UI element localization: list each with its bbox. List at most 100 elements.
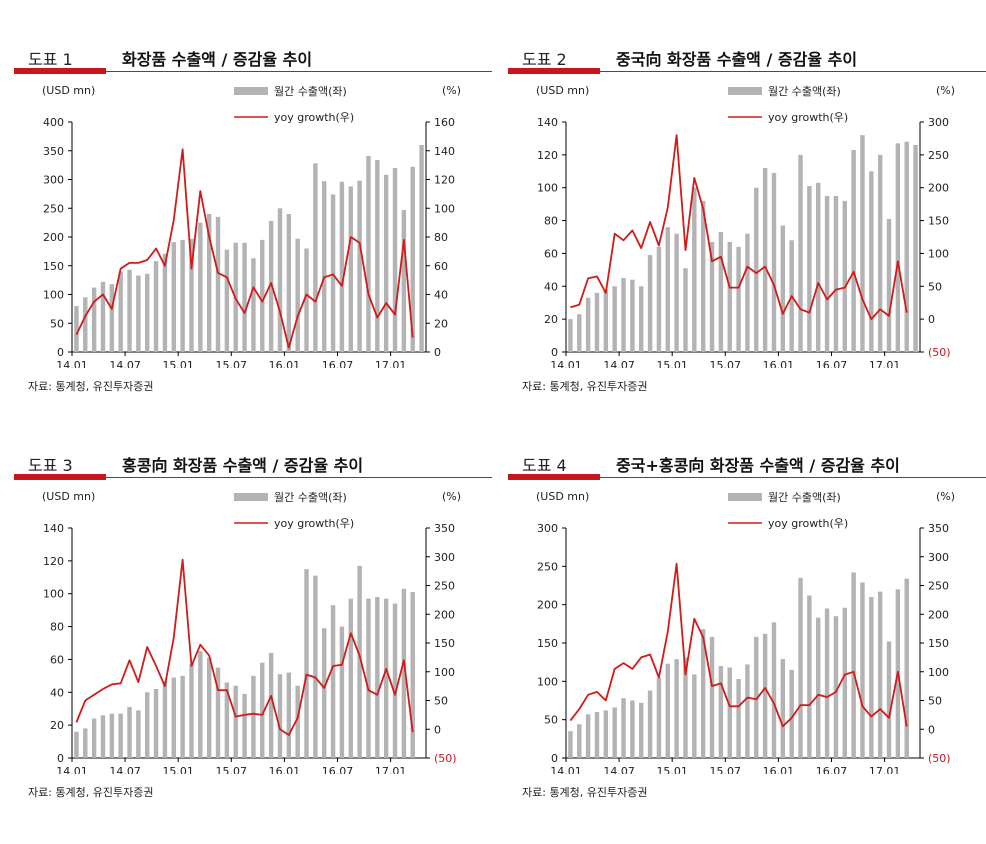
right-axis-unit: (%) bbox=[936, 84, 955, 97]
right-tick-label: 150 bbox=[434, 637, 455, 650]
x-tick-label: 14.01 bbox=[56, 765, 88, 774]
export-bar bbox=[375, 597, 380, 758]
left-tick-label: 140 bbox=[537, 116, 558, 129]
chart-panel-4: 도표 4 중국+홍콩向 화장품 수출액 / 증감율 추이 (USD mn) (%) 월간… bbox=[508, 444, 986, 844]
right-tick-label: 150 bbox=[928, 637, 949, 650]
export-bar bbox=[100, 715, 106, 758]
figure-number: 도표 3 bbox=[28, 456, 73, 475]
export-bar bbox=[639, 286, 644, 352]
figure-number: 도표 4 bbox=[522, 456, 567, 475]
x-tick-label: 16.07 bbox=[322, 359, 354, 368]
right-tick-label: (50) bbox=[928, 346, 951, 359]
export-bar bbox=[295, 238, 300, 352]
export-bar bbox=[736, 246, 741, 352]
left-tick-label: 250 bbox=[537, 560, 558, 573]
export-bar bbox=[136, 275, 141, 352]
left-tick-label: 250 bbox=[43, 202, 64, 215]
left-tick-label: 20 bbox=[50, 719, 64, 732]
right-tick-label: 300 bbox=[928, 116, 949, 129]
x-tick-label: 16.07 bbox=[322, 765, 354, 774]
export-bar bbox=[780, 225, 786, 352]
x-tick-label: 15.01 bbox=[162, 765, 194, 774]
figure-title: 홍콩向 화장품 수출액 / 증감율 추이 bbox=[122, 456, 364, 475]
left-tick-label: 0 bbox=[57, 752, 64, 765]
right-tick-label: 140 bbox=[434, 145, 455, 158]
left-tick-label: 20 bbox=[544, 313, 558, 326]
export-bar bbox=[171, 677, 176, 758]
export-bar bbox=[189, 664, 194, 758]
source-note: 자료: 통계청, 유진투자증권 bbox=[28, 380, 154, 393]
x-tick-label: 15.01 bbox=[656, 359, 688, 368]
x-tick-label: 16.07 bbox=[816, 359, 848, 368]
header-accent-bar bbox=[14, 68, 106, 74]
export-bar bbox=[392, 603, 398, 758]
left-tick-label: 100 bbox=[537, 182, 558, 195]
export-bar bbox=[727, 241, 732, 352]
left-tick-label: 350 bbox=[43, 145, 64, 158]
export-bar bbox=[180, 239, 185, 352]
export-bar bbox=[242, 693, 247, 758]
export-bar bbox=[877, 154, 883, 352]
export-bar bbox=[206, 657, 212, 758]
export-bar bbox=[807, 595, 812, 758]
export-bar bbox=[568, 731, 573, 758]
export-bar bbox=[304, 248, 309, 352]
export-bar bbox=[789, 669, 794, 758]
right-tick-label: 200 bbox=[928, 608, 949, 621]
legend-line-label: yoy growth(우) bbox=[768, 111, 848, 124]
export-bar bbox=[348, 598, 353, 758]
export-bar bbox=[127, 269, 132, 352]
left-tick-label: 50 bbox=[544, 714, 558, 727]
left-tick-label: 0 bbox=[57, 346, 64, 359]
left-tick-label: 150 bbox=[537, 637, 558, 650]
export-bar bbox=[860, 135, 865, 352]
export-bar bbox=[198, 651, 203, 758]
export-bar bbox=[718, 666, 724, 758]
figure-header: 도표 1 화장품 수출액 / 증감율 추이 bbox=[14, 38, 492, 74]
x-tick-label: 16.01 bbox=[763, 359, 795, 368]
x-tick-label: 14.01 bbox=[56, 359, 88, 368]
export-bar bbox=[568, 319, 573, 352]
export-bar bbox=[206, 214, 212, 352]
export-bar bbox=[268, 652, 274, 758]
export-bar bbox=[754, 187, 759, 352]
export-bar bbox=[594, 712, 600, 758]
right-tick-label: 150 bbox=[928, 215, 949, 228]
right-tick-label: 120 bbox=[434, 174, 455, 187]
left-tick-label: 60 bbox=[50, 653, 64, 666]
export-bar bbox=[198, 222, 203, 352]
export-bar bbox=[127, 707, 132, 758]
export-bar bbox=[215, 216, 221, 352]
figure-number: 도표 1 bbox=[28, 50, 73, 69]
left-tick-label: 300 bbox=[537, 522, 558, 535]
right-tick-label: 100 bbox=[928, 247, 949, 260]
x-tick-label: 14.01 bbox=[550, 765, 582, 774]
right-tick-label: 0 bbox=[928, 313, 935, 326]
right-tick-label: 100 bbox=[928, 666, 949, 679]
export-bar bbox=[904, 578, 909, 758]
export-bar bbox=[268, 220, 274, 352]
legend-bar-label: 월간 수출액(좌) bbox=[768, 491, 841, 504]
export-bar bbox=[665, 663, 670, 758]
export-bar bbox=[798, 154, 803, 352]
export-bar bbox=[136, 710, 141, 758]
export-bar bbox=[162, 253, 168, 352]
export-bar bbox=[109, 284, 115, 352]
right-axis-unit: (%) bbox=[442, 84, 461, 97]
export-bar bbox=[709, 241, 715, 352]
export-bar bbox=[74, 306, 79, 352]
left-tick-label: 50 bbox=[50, 317, 64, 330]
export-bar bbox=[762, 168, 768, 352]
figure-number: 도표 2 bbox=[522, 50, 567, 69]
right-tick-label: 350 bbox=[928, 522, 949, 535]
header-rule bbox=[600, 477, 986, 478]
export-bar bbox=[383, 174, 389, 352]
export-bar bbox=[313, 575, 318, 758]
left-tick-label: 120 bbox=[537, 149, 558, 162]
export-bar bbox=[780, 659, 786, 758]
left-axis-unit: (USD mn) bbox=[536, 490, 589, 503]
left-tick-label: 80 bbox=[544, 215, 558, 228]
export-bar bbox=[700, 200, 706, 352]
export-bar bbox=[118, 271, 123, 352]
legend-bar-swatch bbox=[234, 87, 268, 95]
